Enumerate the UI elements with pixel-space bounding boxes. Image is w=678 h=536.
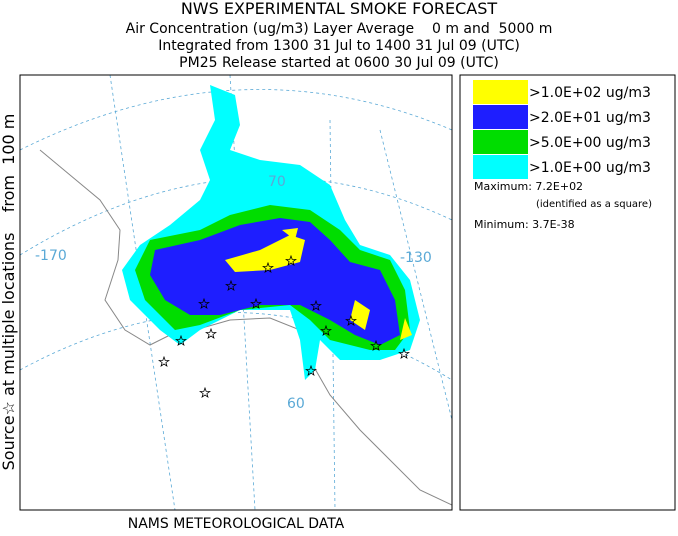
lon-label: -130 <box>400 250 432 266</box>
maximum: Maximum: 7.2E+02 <box>474 180 583 193</box>
legend-label: >1.0E+02 ug/m3 <box>529 85 651 101</box>
legend-label: >5.0E+00 ug/m3 <box>529 135 651 151</box>
legend-label: >2.0E+01 ug/m3 <box>529 110 651 126</box>
title: NWS EXPERIMENTAL SMOKE FORECAST <box>181 0 498 18</box>
lat-label: 70 <box>268 174 286 190</box>
legend-swatch <box>473 80 528 104</box>
legend: >1.0E+02 ug/m3 >2.0E+01 ug/m3 >5.0E+00 ug/… <box>473 80 651 179</box>
subtitle: PM25 Release started at 0600 30 Jul 09 (… <box>179 55 499 71</box>
minimum: Minimum: 3.7E-38 <box>474 218 575 231</box>
plume-yellow <box>225 228 412 340</box>
graticule <box>20 89 452 151</box>
side-label: Source☆ at multiple locations from 100 m <box>0 114 18 471</box>
subtitle: Integrated from 1300 31 Jul to 1400 31 J… <box>158 38 520 54</box>
graticule <box>20 312 452 381</box>
subtitle: Air Concentration (ug/m3) Layer Average … <box>126 21 553 37</box>
graticule <box>379 129 452 421</box>
maximum-note: (identified as a square) <box>536 199 652 210</box>
lat-label: 60 <box>287 396 305 412</box>
legend-label: >1.0E+00 ug/m3 <box>529 160 651 176</box>
legend-frame <box>459 74 676 511</box>
legend-swatch <box>473 130 528 154</box>
graticule <box>329 119 336 510</box>
graticule <box>20 177 452 256</box>
graticule <box>109 75 176 510</box>
lon-label: -170 <box>35 248 67 264</box>
legend-swatch <box>473 155 528 179</box>
plume-blue <box>150 218 400 345</box>
map: -170 -130 70 60 <box>20 75 452 510</box>
footer: NAMS METEOROLOGICAL DATA <box>128 516 345 532</box>
map-frame <box>19 74 453 511</box>
legend-swatch <box>473 105 528 129</box>
